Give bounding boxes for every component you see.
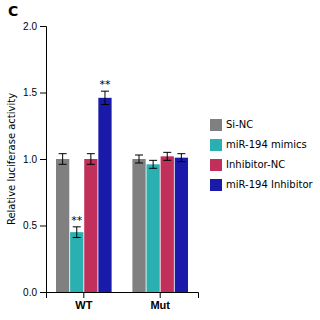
tick-mark bbox=[40, 93, 46, 94]
error-line bbox=[104, 91, 105, 104]
bar bbox=[98, 98, 111, 292]
tick-mark bbox=[160, 292, 161, 298]
legend-label: miR-194 Inhibitor bbox=[226, 179, 314, 190]
error-cap bbox=[59, 164, 67, 165]
error-line bbox=[62, 154, 63, 165]
error-bar bbox=[163, 152, 171, 160]
legend-swatch bbox=[210, 119, 222, 131]
bar bbox=[84, 159, 97, 292]
legend-label: Si-NC bbox=[226, 119, 253, 130]
tick-label: Mut bbox=[150, 299, 170, 311]
bars bbox=[56, 91, 188, 292]
error-bar bbox=[87, 154, 95, 165]
error-line bbox=[167, 152, 168, 160]
tick: 2.0 bbox=[23, 21, 46, 32]
legend-swatch bbox=[210, 179, 222, 191]
tick-mark bbox=[40, 292, 46, 293]
bar bbox=[56, 159, 69, 292]
error-cap bbox=[87, 153, 95, 154]
tick: Mut bbox=[150, 292, 170, 311]
axis-line bbox=[47, 293, 199, 299]
x-axis: WT Mut bbox=[47, 292, 199, 311]
error-bar bbox=[177, 154, 185, 162]
tick: WT bbox=[75, 292, 92, 311]
tick-label: 0.0 bbox=[23, 287, 37, 298]
error-cap bbox=[101, 104, 109, 105]
legend-swatch bbox=[210, 159, 222, 171]
tick-mark bbox=[40, 26, 46, 27]
annotation: ** bbox=[71, 214, 83, 227]
title: C bbox=[8, 3, 18, 19]
y-axis-title: Relative luciferase activity bbox=[6, 93, 17, 225]
bar bbox=[161, 156, 174, 292]
tick: 0.0 bbox=[23, 287, 46, 298]
error-cap bbox=[73, 237, 81, 238]
axis-line bbox=[40, 27, 47, 293]
bar bbox=[132, 159, 145, 292]
error-cap bbox=[163, 152, 171, 153]
error-cap bbox=[149, 160, 157, 161]
error-bar bbox=[73, 227, 81, 238]
tick-mark bbox=[83, 292, 84, 298]
legend-swatch bbox=[210, 139, 222, 151]
tick-mark bbox=[40, 226, 46, 227]
legend: Si-NC miR-194 mimics Inhibitor-NC miR-194 I… bbox=[210, 119, 314, 191]
error-line bbox=[76, 227, 77, 238]
error-cap bbox=[177, 153, 185, 154]
plot: 0.0 0.5 1.0 1.5 2.0 WT Mut ** ** bbox=[23, 21, 198, 311]
legend-label: miR-194 mimics bbox=[226, 139, 307, 150]
tick: 1.0 bbox=[23, 154, 46, 165]
bar bbox=[147, 164, 160, 292]
error-bar bbox=[135, 155, 143, 163]
error-cap bbox=[149, 168, 157, 169]
error-bar bbox=[101, 91, 109, 104]
annotation: ** bbox=[99, 78, 111, 91]
error-cap bbox=[135, 162, 143, 163]
error-line bbox=[181, 154, 182, 162]
error-line bbox=[90, 154, 91, 165]
error-bar bbox=[59, 154, 67, 165]
bar bbox=[70, 232, 83, 292]
error-line bbox=[139, 155, 140, 163]
tick: 0.5 bbox=[23, 220, 46, 231]
error-cap bbox=[163, 160, 171, 161]
legend-item: miR-194 Inhibitor bbox=[210, 179, 314, 191]
legend-label: Inhibitor-NC bbox=[226, 159, 285, 170]
tick: 1.5 bbox=[23, 87, 46, 98]
tick-label: 1.5 bbox=[23, 87, 37, 98]
tick-label: 1.0 bbox=[23, 154, 37, 165]
bar bbox=[175, 158, 188, 292]
tick-mark bbox=[40, 159, 46, 160]
legend-item: Si-NC bbox=[210, 119, 253, 131]
error-line bbox=[153, 160, 154, 168]
error-bar bbox=[149, 160, 157, 168]
tick-label: 2.0 bbox=[23, 21, 37, 32]
legend-item: miR-194 mimics bbox=[210, 139, 307, 151]
error-cap bbox=[135, 155, 143, 156]
y-axis: 0.0 0.5 1.0 1.5 2.0 bbox=[23, 21, 46, 298]
legend-item: Inhibitor-NC bbox=[210, 159, 285, 171]
error-cap bbox=[59, 153, 67, 154]
error-cap bbox=[177, 161, 185, 162]
tick-label: 0.5 bbox=[23, 220, 37, 231]
tick-label: WT bbox=[75, 299, 92, 311]
error-cap bbox=[87, 164, 95, 165]
chart: 0.0 0.5 1.0 1.5 2.0 WT Mut ** ** Relative lucifer… bbox=[0, 0, 320, 320]
